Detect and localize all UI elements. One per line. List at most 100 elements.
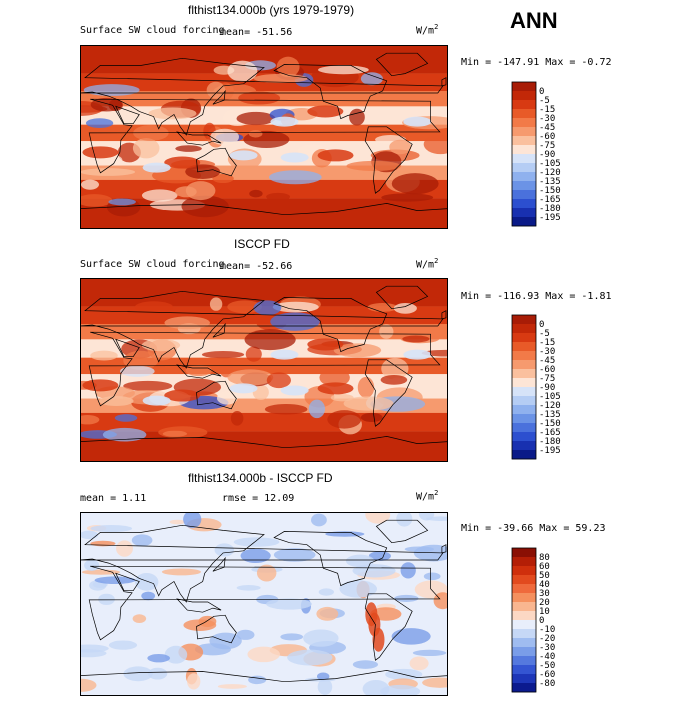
field-blob — [273, 548, 316, 562]
colorbar-swatch — [512, 127, 536, 137]
field-blob — [272, 301, 319, 313]
colorbar-swatch — [512, 432, 536, 442]
colorbar-swatch — [512, 333, 536, 343]
colorbar-tick-label: -20 — [539, 634, 555, 644]
field-band — [80, 357, 448, 375]
colorbar-tick-label: -30 — [539, 347, 555, 357]
field-blob — [316, 672, 330, 681]
colorbar-tick-label: -60 — [539, 670, 555, 680]
field-blob — [236, 585, 261, 591]
field-blob — [81, 569, 121, 575]
field-blob — [162, 430, 188, 437]
colorbar-swatch — [512, 548, 536, 558]
colorbar-swatch — [512, 450, 536, 460]
colorbar-tick-label: 0 — [539, 616, 544, 626]
panel1-map-svg — [57, 45, 458, 230]
field-blob — [183, 510, 202, 529]
colorbar-tick-label: -105 — [539, 392, 561, 402]
field-blob — [391, 173, 439, 195]
coastline — [88, 331, 441, 407]
field-blob — [114, 414, 138, 422]
panel2-map-svg — [69, 278, 471, 463]
panel3-rmse-label: rmse = 12.09 — [222, 493, 295, 504]
coastline — [212, 556, 226, 572]
field-blob — [108, 198, 136, 206]
field-blob — [372, 627, 385, 652]
colorbar-tick-label: -80 — [539, 679, 555, 689]
field-blob — [379, 324, 394, 339]
field-blob — [327, 410, 362, 429]
colorbar-frame — [511, 81, 537, 227]
field-blob — [210, 128, 239, 146]
colorbar-tick-label: -60 — [539, 365, 555, 375]
field-blob — [345, 554, 375, 568]
field-blob — [185, 364, 212, 377]
colorbar-tick-label: -40 — [539, 652, 555, 662]
field-blob — [389, 139, 412, 155]
field-blob — [141, 591, 156, 601]
colorbar-swatch — [512, 91, 536, 101]
field-blob — [219, 359, 234, 378]
field-blob — [394, 594, 419, 602]
field-blob — [245, 346, 262, 362]
field-blob — [123, 666, 153, 682]
coastline — [441, 544, 447, 554]
colorbar-swatch — [512, 360, 536, 370]
field-blob — [247, 646, 280, 663]
field-blob — [307, 338, 344, 351]
colorbar-tick-label: -30 — [539, 643, 555, 653]
colorbar-tick-label: 40 — [539, 580, 550, 590]
field-blob — [253, 300, 282, 316]
field-blob — [404, 546, 435, 552]
field-blob — [134, 301, 174, 313]
panel1-minmax: Min = -147.91 Max = -0.72 — [461, 57, 612, 68]
colorbar-swatch — [512, 584, 536, 594]
colorbar-swatch — [512, 647, 536, 657]
field-blob — [365, 602, 378, 627]
field-blob — [142, 395, 171, 406]
field-blob — [164, 156, 201, 169]
field-blob — [75, 415, 100, 425]
field-blob — [319, 368, 350, 387]
field-blob — [316, 606, 339, 621]
coastline — [176, 364, 222, 379]
colorbar-swatch — [512, 611, 536, 621]
field-blob — [412, 649, 447, 657]
colorbar-tick-label: -45 — [539, 356, 555, 366]
map-border — [80, 512, 448, 696]
field-blob — [280, 152, 309, 163]
colorbar-tick-label: -105 — [539, 159, 561, 169]
field-blob — [229, 383, 258, 394]
colorbar-swatch — [512, 118, 536, 128]
coastline — [176, 131, 222, 146]
field-blob — [94, 576, 136, 585]
field-blob — [83, 84, 140, 96]
field-blob — [148, 667, 168, 680]
colorbar-swatch — [512, 145, 536, 155]
colorbar-swatch — [512, 665, 536, 675]
field-blob — [381, 357, 409, 380]
coastline — [115, 105, 140, 125]
colorbar-swatch — [512, 324, 536, 334]
field-blob — [212, 174, 234, 184]
panel1-units: W/m2 — [416, 23, 439, 37]
panel1-variable-label: Surface SW cloud forcing — [80, 25, 225, 36]
panel3-mean-label: mean = 1.11 — [80, 493, 147, 504]
colorbar-tick-label: -10 — [539, 625, 555, 635]
coastline — [115, 338, 140, 358]
colorbar-swatch — [512, 208, 536, 218]
panel3-minmax: Min = -39.66 Max = 59.23 — [461, 523, 606, 534]
field-blob — [131, 534, 153, 547]
field-blob — [82, 146, 119, 159]
colorbar-swatch — [512, 629, 536, 639]
field-blob — [391, 628, 431, 645]
colorbar-tick-label: -30 — [539, 114, 555, 124]
colorbar-swatch — [512, 638, 536, 648]
field-blob — [209, 297, 223, 311]
colorbar-swatch — [512, 100, 536, 110]
field-blob — [201, 351, 245, 359]
field-blob — [161, 568, 202, 576]
map-border — [80, 278, 448, 462]
colorbar-tick-label: -75 — [539, 374, 555, 384]
field-blob — [164, 645, 188, 664]
